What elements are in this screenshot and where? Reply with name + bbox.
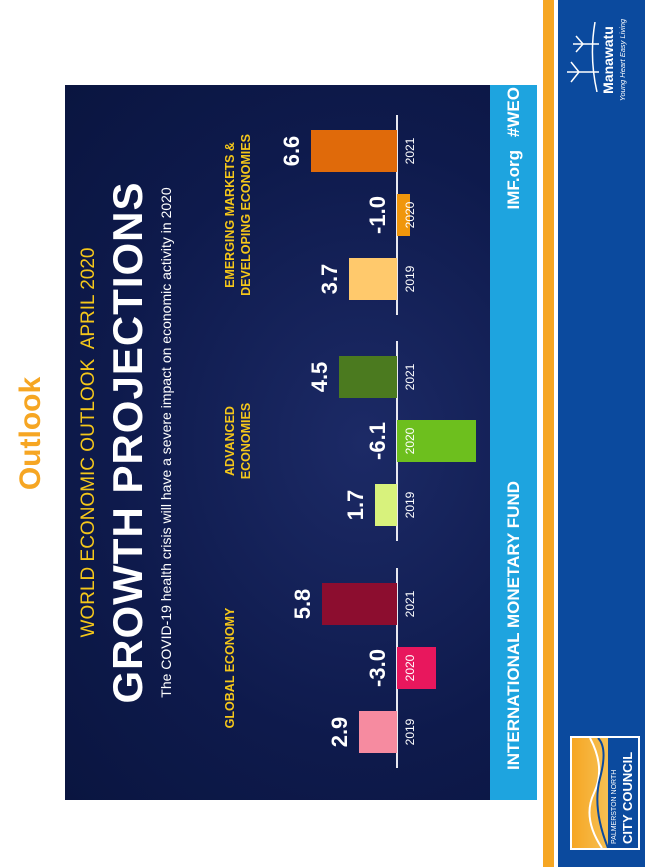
x-tick-label: 2020: [403, 427, 417, 455]
chart-supertitle: WORLD ECONOMIC OUTLOOK APRIL 2020: [78, 247, 99, 638]
value-label: 4.5: [306, 361, 332, 393]
value-label: -3.0: [365, 649, 390, 687]
hashtag: #WEO: [504, 87, 523, 138]
orange-stripe: [543, 0, 554, 867]
council-logo: PALMERSTON NORTH CITY COUNCIL: [570, 736, 640, 850]
chart-title: GROWTH PROJECTIONS: [104, 181, 151, 704]
group-label: EMERGING MARKETS & DEVELOPING ECONOMIES: [223, 134, 253, 296]
x-tick-label: 2021: [403, 590, 417, 618]
council-line1: PALMERSTON NORTH: [611, 769, 618, 844]
site-link[interactable]: IMF.org: [504, 150, 523, 210]
value-label: 5.8: [289, 588, 315, 620]
value-label: 2.9: [327, 716, 353, 748]
group-label: GLOBAL ECONOMY: [223, 607, 237, 729]
value-label: 1.7: [342, 489, 368, 521]
x-tick-label: 2019: [403, 718, 417, 746]
value-label: 3.7: [316, 263, 342, 295]
logo-graphic: [588, 737, 609, 849]
source: INTERNATIONAL MONETARY FUND: [504, 481, 523, 770]
value-label: -1.0: [365, 196, 390, 234]
slide-title: Outlook: [14, 376, 47, 491]
logo-art: [572, 737, 609, 849]
value-label: -6.1: [365, 422, 390, 460]
bar: [374, 484, 397, 526]
group-label: ADVANCED ECONOMIES: [223, 402, 253, 480]
value-label: 6.6: [279, 135, 305, 167]
bar: [311, 130, 397, 172]
bar: [348, 258, 397, 300]
brand: Manawatu: [600, 26, 616, 94]
x-tick-label: 2019: [403, 265, 417, 293]
bar: [359, 711, 397, 753]
x-tick-label: 2020: [403, 654, 417, 682]
windmills: [567, 22, 599, 92]
council-line2: CITY COUNCIL: [620, 751, 635, 844]
chart-subtitle: The COVID-19 health crisis will have a s…: [158, 187, 174, 698]
tagline: Young Heart Easy Living: [618, 18, 627, 102]
bar: [338, 356, 397, 398]
bar: [321, 583, 397, 625]
x-tick-label: 2019: [403, 491, 417, 519]
x-tick-label: 2020: [403, 201, 417, 229]
x-tick-label: 2021: [403, 137, 417, 165]
x-tick-label: 2021: [403, 363, 417, 391]
